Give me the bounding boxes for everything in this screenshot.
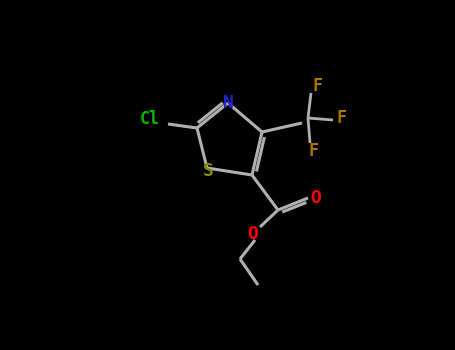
Text: F: F (309, 142, 319, 160)
Text: O: O (311, 189, 321, 207)
Text: F: F (337, 109, 347, 127)
Text: S: S (202, 162, 213, 180)
Text: F: F (312, 77, 322, 95)
Text: N: N (222, 94, 233, 112)
Text: Cl: Cl (140, 110, 160, 128)
Text: O: O (248, 225, 258, 243)
